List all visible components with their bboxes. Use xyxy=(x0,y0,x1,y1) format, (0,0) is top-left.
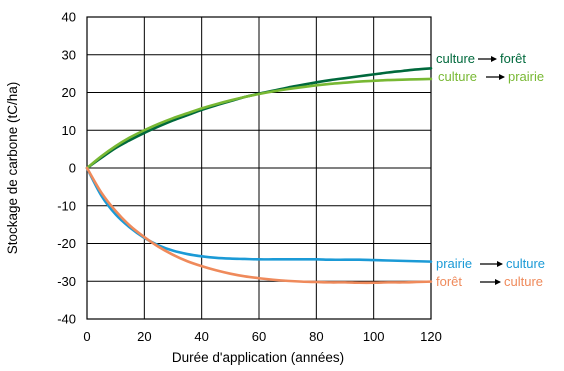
series-label-4: forêt culture xyxy=(436,274,543,289)
y-tick-label: 20 xyxy=(62,85,76,100)
y-tick-label: -40 xyxy=(57,312,76,327)
x-tick-label: 60 xyxy=(252,329,266,344)
x-tick-label: 100 xyxy=(363,329,385,344)
y-axis-title: Stockage de carbone (tC/ha) xyxy=(5,82,20,255)
series-line-2 xyxy=(85,77,433,170)
series-label-1: culture forêt xyxy=(436,51,526,66)
x-tick-label: 0 xyxy=(83,329,90,344)
x-tick-label: 120 xyxy=(420,329,442,344)
x-tick-label: 80 xyxy=(309,329,323,344)
y-tick-label: 10 xyxy=(62,123,76,138)
arrowhead-icon xyxy=(499,74,505,80)
series-label-3: prairie culture xyxy=(436,256,545,271)
y-axis-tick-labels: -40 -30 -20 -10 0 10 20 30 40 xyxy=(57,10,76,327)
y-tick-label: 40 xyxy=(62,10,76,25)
y-tick-label: -20 xyxy=(57,236,76,251)
grid xyxy=(87,17,431,319)
x-tick-label: 20 xyxy=(137,329,151,344)
series-label-2: culture prairie xyxy=(438,69,544,84)
y-tick-label: -30 xyxy=(57,274,76,289)
series-label-from: culture xyxy=(436,51,475,66)
x-axis-tick-labels: 0 20 40 60 80 100 120 xyxy=(83,329,441,344)
y-tick-label: -10 xyxy=(57,198,76,213)
series-line-4 xyxy=(85,166,433,285)
series-label-to: culture xyxy=(506,256,545,271)
series-label-to: forêt xyxy=(500,51,526,66)
series-label-from: forêt xyxy=(436,274,462,289)
arrowhead-icon xyxy=(491,56,497,62)
y-tick-label: 0 xyxy=(69,161,76,176)
arrowhead-icon xyxy=(495,279,501,285)
y-tick-label: 30 xyxy=(62,47,76,62)
x-tick-label: 40 xyxy=(194,329,208,344)
series-label-to: prairie xyxy=(508,69,544,84)
series-label-from: prairie xyxy=(436,256,472,271)
arrowhead-icon xyxy=(497,261,503,267)
x-axis-title: Durée d'application (années) xyxy=(172,350,344,365)
series-label-from: culture xyxy=(438,69,477,84)
series-lines xyxy=(85,67,433,285)
series-label-to: culture xyxy=(504,274,543,289)
